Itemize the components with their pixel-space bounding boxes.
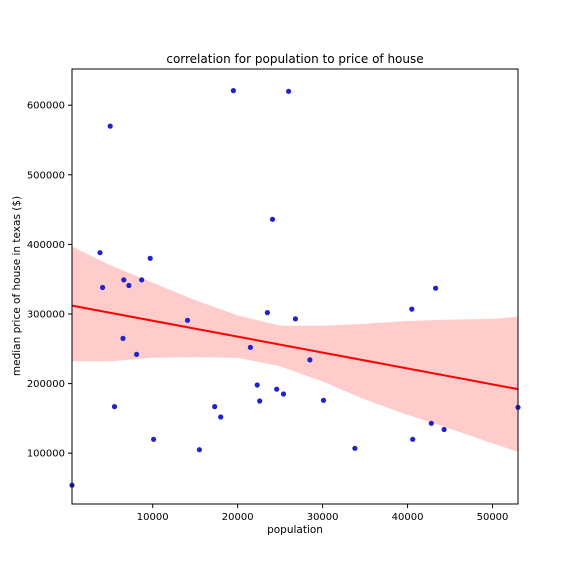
scatter-point	[409, 306, 415, 312]
scatter-point	[274, 386, 280, 392]
scatter-point	[433, 285, 439, 291]
chart-title: correlation for population to price of h…	[166, 52, 423, 66]
scatter-point	[111, 404, 118, 410]
scatter-point	[410, 436, 416, 442]
scatter-point	[230, 88, 236, 94]
y-axis-ticks: 100000 200000 300000 400000 500000 600000	[27, 101, 72, 460]
scatter-point	[121, 277, 127, 283]
regression-line	[71, 304, 519, 391]
scatter-point	[292, 316, 298, 322]
scatter-point	[441, 426, 447, 433]
confidence-band-layer	[72, 246, 518, 452]
scatter-point	[151, 436, 157, 442]
scatter-point	[352, 445, 358, 451]
x-tick-label: 50000	[477, 512, 509, 523]
scatter-point	[247, 344, 253, 350]
x-tick-label: 30000	[307, 512, 339, 523]
y-axis-label: median price of house in texas ($)	[11, 196, 23, 376]
scatter-point	[269, 216, 276, 222]
scatter-point	[307, 357, 313, 363]
scatter-point	[120, 335, 126, 341]
y-tick-label: 600000	[27, 101, 65, 112]
scatter-point	[196, 447, 202, 453]
scatter-point	[184, 317, 191, 323]
x-tick-label: 40000	[392, 512, 424, 523]
y-tick-label: 400000	[27, 240, 65, 251]
scatter-point	[254, 382, 260, 388]
scatter-point	[286, 88, 292, 94]
x-tick-label: 10000	[137, 512, 169, 523]
y-tick-label: 300000	[27, 309, 65, 320]
scatter-point	[280, 391, 287, 397]
scatter-point	[218, 414, 224, 420]
scatter-point	[134, 351, 140, 357]
fit-line-layer	[71, 304, 519, 391]
x-axis-ticks: 10000 20000 30000 40000 50000	[137, 504, 509, 523]
scatter-point	[100, 284, 106, 291]
scatter-point	[147, 255, 153, 261]
scatter-point	[139, 277, 145, 283]
y-tick-label: 100000	[27, 449, 65, 460]
scatter-point	[428, 420, 434, 426]
scatter-point	[257, 398, 263, 404]
scatter-point	[97, 250, 103, 256]
scatter-point	[264, 310, 270, 316]
plot-frame	[71, 68, 519, 505]
x-axis-label: population	[267, 524, 323, 536]
scatter-point	[320, 397, 327, 403]
scatter-point	[212, 404, 218, 410]
confidence-band	[72, 246, 518, 452]
y-tick-label: 500000	[27, 170, 65, 181]
x-tick-label: 20000	[222, 512, 254, 523]
y-tick-label: 200000	[27, 379, 65, 390]
scatter-point	[107, 123, 113, 129]
scatter-point	[126, 282, 132, 289]
